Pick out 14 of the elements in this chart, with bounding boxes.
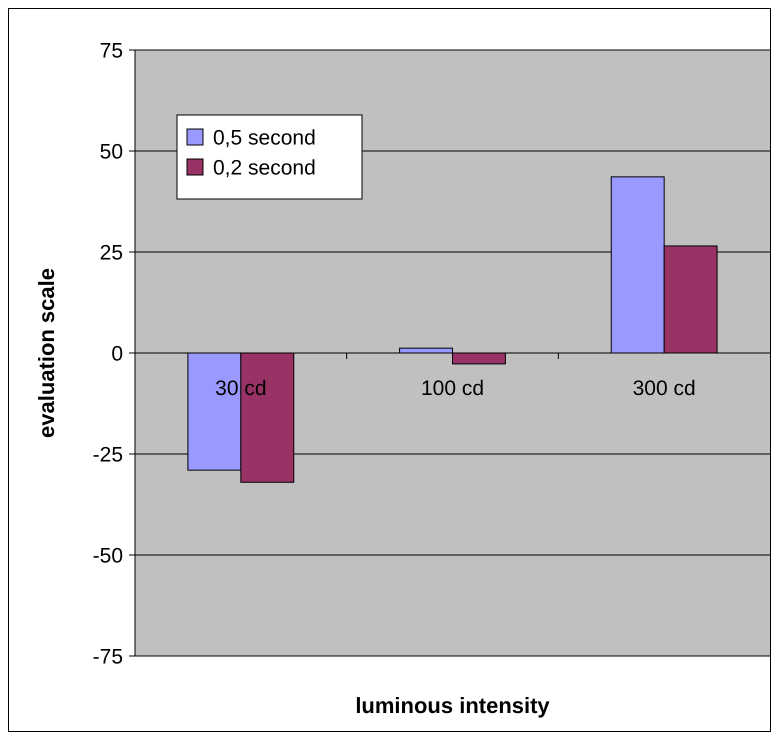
y-tick-label: 25 bbox=[100, 241, 123, 264]
y-axis-title: evaluation scale bbox=[34, 268, 59, 438]
legend-label: 0,5 second bbox=[213, 126, 316, 150]
y-tick-label: 50 bbox=[100, 140, 123, 164]
x-axis-title: luminous intensity bbox=[355, 693, 550, 718]
x-tick-label: 30 cd bbox=[215, 377, 267, 400]
legend-label: 0,2 second bbox=[213, 156, 316, 180]
y-tick-label: -25 bbox=[92, 443, 123, 466]
y-tick-label: -75 bbox=[92, 645, 123, 668]
y-tick-label: -50 bbox=[92, 544, 123, 568]
x-tick-label: 100 cd bbox=[420, 377, 484, 400]
x-tick-label: 300 cd bbox=[632, 377, 696, 400]
y-tick-label: 75 bbox=[100, 39, 123, 62]
y-tick-label: 0 bbox=[111, 342, 123, 366]
